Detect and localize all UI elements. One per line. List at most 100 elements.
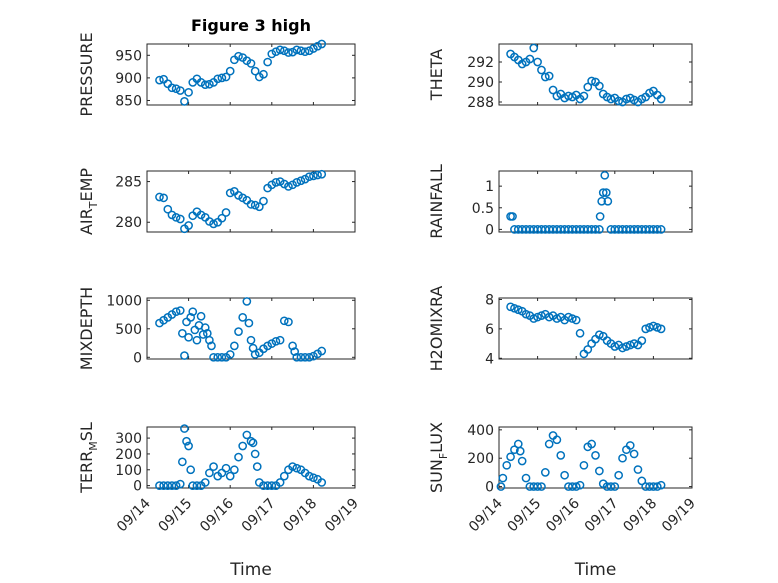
data-point xyxy=(259,196,268,206)
data-point xyxy=(209,219,218,229)
data-point xyxy=(571,315,581,325)
data-point xyxy=(180,424,189,433)
axes-box xyxy=(498,426,693,489)
data-point xyxy=(622,342,631,351)
data-point xyxy=(540,468,550,477)
data-point xyxy=(225,188,235,198)
data-point xyxy=(579,91,589,101)
data-point xyxy=(292,463,302,473)
y-tick-label: 900 xyxy=(115,71,142,87)
y-tick-label: 1000 xyxy=(106,293,142,309)
data-point xyxy=(200,323,210,332)
data-point xyxy=(603,196,613,206)
data-point xyxy=(292,352,302,362)
data-point xyxy=(614,470,624,480)
data-point xyxy=(625,441,635,450)
data-point xyxy=(288,341,297,351)
data-point xyxy=(649,321,658,331)
data-point xyxy=(263,341,272,351)
data-point xyxy=(288,47,297,57)
data-point xyxy=(225,66,235,76)
data-point xyxy=(155,192,164,202)
data-point xyxy=(275,478,285,487)
data-point xyxy=(598,188,608,197)
data-point xyxy=(606,94,616,104)
data-point xyxy=(567,482,577,491)
figure-title: Figure 3 high xyxy=(191,16,311,35)
data-point xyxy=(246,199,256,209)
axes-box xyxy=(498,297,693,360)
data-point xyxy=(234,51,243,61)
data-point xyxy=(267,481,277,490)
data-point xyxy=(175,214,185,224)
data-point xyxy=(209,352,218,362)
axes-box xyxy=(146,43,356,106)
data-point xyxy=(246,59,256,68)
data-point xyxy=(217,213,227,223)
data-point xyxy=(178,457,187,467)
data-point xyxy=(533,482,542,491)
data-point xyxy=(537,482,546,491)
data-point xyxy=(296,176,306,186)
y-tick-label: 6 xyxy=(485,322,494,338)
data-point xyxy=(587,76,596,86)
data-point xyxy=(652,225,662,234)
data-point xyxy=(250,200,260,210)
y-tick-label: 200 xyxy=(467,451,494,467)
data-point xyxy=(163,204,173,214)
data-point xyxy=(234,327,243,336)
y-tick-label: 4 xyxy=(485,351,494,367)
data-point xyxy=(637,336,647,345)
data-point xyxy=(188,307,198,317)
data-point xyxy=(317,39,327,49)
data-point xyxy=(579,460,589,470)
y-axis-label: RAINFALL xyxy=(427,164,446,239)
y-tick-label: 500 xyxy=(115,322,142,338)
data-point xyxy=(252,462,262,471)
data-point xyxy=(259,481,268,490)
data-point xyxy=(217,352,227,362)
data-point xyxy=(288,462,297,471)
data-point xyxy=(595,330,604,340)
data-point xyxy=(213,352,223,362)
data-point xyxy=(296,46,306,56)
data-point xyxy=(618,343,627,353)
data-point xyxy=(510,303,519,313)
y-tick-label: 280 xyxy=(115,215,142,231)
data-point xyxy=(292,178,302,187)
data-point xyxy=(279,471,289,481)
data-point xyxy=(618,453,627,463)
data-point xyxy=(171,213,181,222)
data-point xyxy=(279,46,289,56)
data-point xyxy=(186,313,196,322)
data-point xyxy=(614,96,624,106)
data-point xyxy=(184,332,193,342)
y-tick-label: 292 xyxy=(467,55,494,71)
data-point xyxy=(560,470,569,480)
data-point xyxy=(317,478,327,487)
data-point xyxy=(196,311,206,321)
data-point xyxy=(221,72,231,82)
y-axis-label: AIRTEMP xyxy=(77,168,100,235)
data-point xyxy=(248,438,258,448)
y-tick-label: 1 xyxy=(485,179,494,195)
data-point xyxy=(629,449,639,459)
data-point xyxy=(175,479,185,489)
data-point xyxy=(600,170,610,180)
data-point xyxy=(230,341,239,351)
data-point xyxy=(591,451,600,460)
data-point xyxy=(225,350,235,359)
data-point xyxy=(188,481,198,490)
data-point xyxy=(275,45,285,55)
y-tick-label: 950 xyxy=(115,48,142,64)
data-point xyxy=(587,439,596,449)
data-point xyxy=(284,182,293,191)
data-point xyxy=(633,465,643,474)
data-point xyxy=(271,47,281,57)
data-point xyxy=(548,85,558,95)
data-point xyxy=(234,452,243,462)
data-point xyxy=(271,336,281,346)
data-point xyxy=(529,314,539,323)
y-axis-label: H2OMIXRA xyxy=(427,286,446,372)
data-point xyxy=(250,449,260,459)
